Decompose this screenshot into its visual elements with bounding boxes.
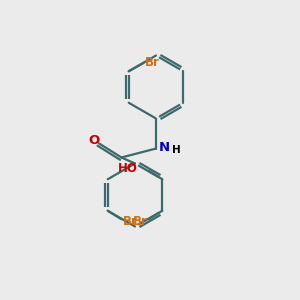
Text: Br: Br — [132, 215, 147, 228]
Text: H: H — [172, 145, 180, 155]
Text: HO: HO — [118, 162, 137, 175]
Text: Br: Br — [123, 215, 138, 228]
Text: Br: Br — [145, 56, 160, 69]
Text: N: N — [158, 141, 169, 154]
Text: O: O — [88, 134, 99, 147]
